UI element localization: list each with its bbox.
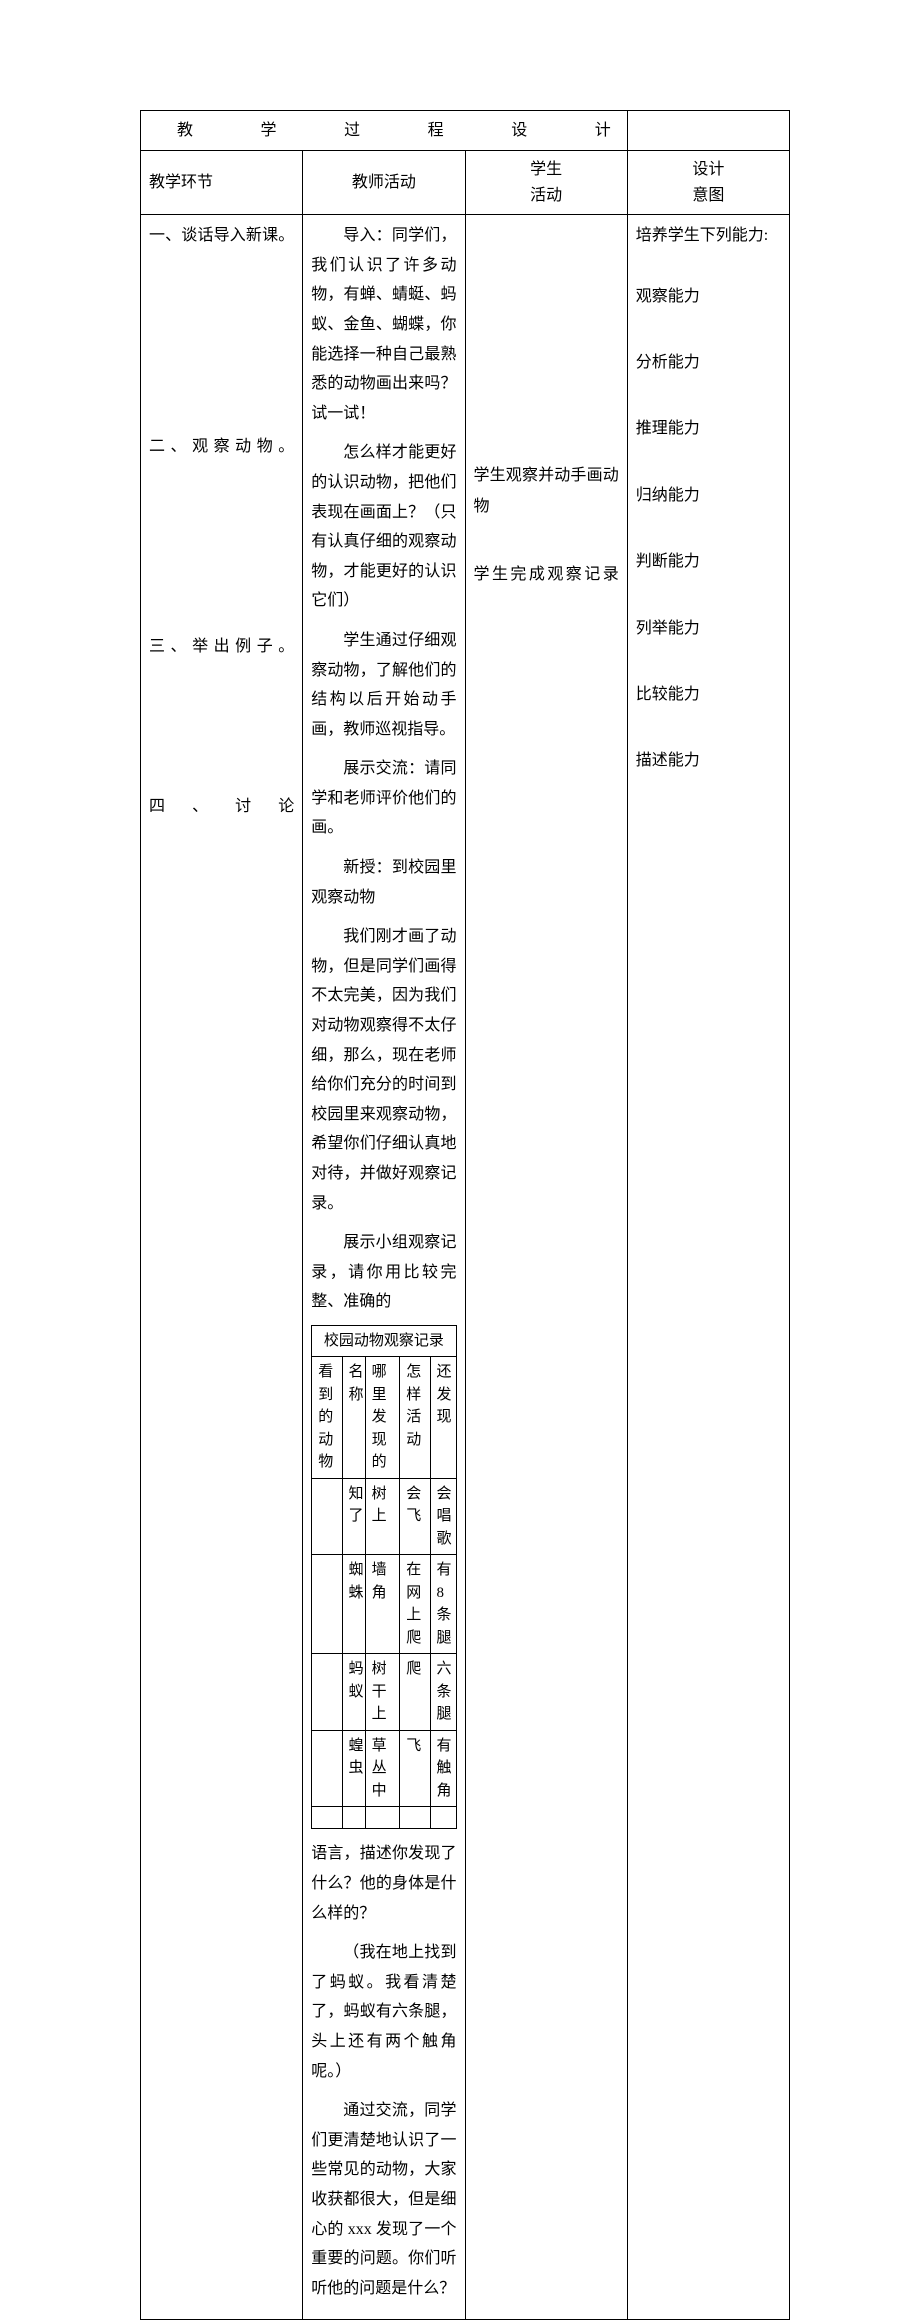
teacher-p6: 我们刚才画了动物，但是同学们画得不太完美，因为我们对动物观察得不太仔细，那么，现… (311, 922, 456, 1218)
obs-c: 墙角 (365, 1555, 400, 1654)
obs-h0: 看到的动物 (312, 1357, 342, 1479)
teacher-p3: 学生通过仔细观察动物，了解他们的结构以后开始动手画，教师巡视指导。 (311, 626, 456, 744)
title-char: 过 (344, 118, 360, 144)
obs-c (312, 1555, 342, 1654)
obs-c (312, 1478, 342, 1555)
obs-header-row: 看到的动物 名称 哪里发现的 怎样活动 还发现 (312, 1357, 456, 1479)
obs-row-3: 蝗虫 草丛中 飞 有触角 (312, 1730, 456, 1807)
obs-h3: 怎样活动 (400, 1357, 430, 1479)
obs-c: 树干上 (365, 1654, 400, 1731)
header-intent-l2: 意图 (692, 187, 724, 204)
header-row: 教学环节 教师活动 学生 活动 设计 意图 (141, 151, 790, 215)
student-cell: 学生观察并动手画动物 学生完成观察记录 (465, 215, 627, 2320)
title-spread: 教 学 过 程 设 计 (149, 118, 619, 144)
obs-c: 蝗虫 (342, 1730, 365, 1807)
obs-c (365, 1807, 400, 1829)
skill-7: 描述能力 (636, 746, 781, 776)
title-empty (627, 111, 789, 151)
teacher-p5: 新授：到校园里观察动物 (311, 853, 456, 912)
header-teacher: 教师活动 (303, 151, 465, 215)
obs-c: 树上 (365, 1478, 400, 1555)
header-intent-l1: 设计 (692, 161, 724, 178)
skill-1: 分析能力 (636, 348, 781, 378)
title-char: 教 (177, 118, 193, 144)
obs-c (430, 1807, 456, 1829)
obs-c: 草丛中 (365, 1730, 400, 1807)
obs-c: 会飞 (400, 1478, 430, 1555)
title-row: 教 学 过 程 设 计 (141, 111, 790, 151)
student-b1: 学生观察并动手画动物 (474, 461, 619, 522)
teacher-p1: 导入：同学们，我们认识了许多动物，有蝉、蜻蜓、蚂蚁、金鱼、蝴蝶，你能选择一种自己… (311, 221, 456, 428)
obs-c: 有 8 条腿 (430, 1555, 456, 1654)
obs-row-0: 知了 树上 会飞 会唱歌 (312, 1478, 456, 1555)
teacher-p10: 通过交流，同学们更清楚地认识了一些常见的动物，大家收获都很大，但是细心的 xxx… (311, 2096, 456, 2303)
obs-c: 蜘蛛 (342, 1555, 365, 1654)
header-intent: 设计 意图 (627, 151, 789, 215)
obs-c (342, 1807, 365, 1829)
title-cell: 教 学 过 程 设 计 (141, 111, 628, 151)
obs-c: 会唱歌 (430, 1478, 456, 1555)
skill-2: 推理能力 (636, 414, 781, 444)
stage-3: 三、举出例子。 (149, 632, 294, 662)
teacher-p7: 展示小组观察记录，请你用比较完整、准确的 (311, 1228, 456, 1317)
obs-h2: 哪里发现的 (365, 1357, 400, 1479)
teacher-cell: 导入：同学们，我们认识了许多动物，有蝉、蜻蜓、蚂蚁、金鱼、蝴蝶，你能选择一种自己… (303, 215, 465, 2320)
header-student: 学生 活动 (465, 151, 627, 215)
obs-title-row: 校园动物观察记录 (312, 1325, 456, 1357)
skill-3: 归纳能力 (636, 481, 781, 511)
skill-4: 判断能力 (636, 547, 781, 577)
header-stage: 教学环节 (141, 151, 303, 215)
title-char: 计 (595, 118, 611, 144)
header-student-l1: 学生 (530, 161, 562, 178)
stage-4: 四、讨论 (149, 792, 294, 822)
obs-c: 知了 (342, 1478, 365, 1555)
obs-c: 六条腿 (430, 1654, 456, 1731)
obs-title: 校园动物观察记录 (312, 1325, 456, 1357)
obs-c (312, 1807, 342, 1829)
obs-c: 在网上爬 (400, 1555, 430, 1654)
lesson-plan-table: 教 学 过 程 设 计 教学环节 教师活动 学生 活动 设计 意图 (140, 110, 790, 2320)
stage-1: 一、谈话导入新课。 (149, 221, 294, 251)
skill-5: 列举能力 (636, 614, 781, 644)
obs-h1: 名称 (342, 1357, 365, 1479)
skill-0: 观察能力 (636, 282, 781, 312)
obs-h4: 还发现 (430, 1357, 456, 1479)
stage-cell: 一、谈话导入新课。 二、观察动物。 三、举出例子。 四、讨论 (141, 215, 303, 2320)
obs-c (312, 1730, 342, 1807)
intent-cell: 培养学生下列能力: 观察能力 分析能力 推理能力 归纳能力 判断能力 列举能力 … (627, 215, 789, 2320)
teacher-p2: 怎么样才能更好的认识动物，把他们表现在画面上？（只有认真仔细的观察动物，才能更好… (311, 438, 456, 616)
stage-2: 二、观察动物。 (149, 432, 294, 462)
skill-6: 比较能力 (636, 680, 781, 710)
body-row: 一、谈话导入新课。 二、观察动物。 三、举出例子。 四、讨论 导入：同学们，我们… (141, 215, 790, 2320)
obs-c: 蚂蚁 (342, 1654, 365, 1731)
student-b2: 学生完成观察记录 (474, 560, 619, 590)
header-student-l2: 活动 (530, 187, 562, 204)
title-char: 设 (511, 118, 527, 144)
obs-row-4 (312, 1807, 456, 1829)
obs-row-1: 蜘蛛 墙角 在网上爬 有 8 条腿 (312, 1555, 456, 1654)
obs-c: 有触角 (430, 1730, 456, 1807)
obs-row-2: 蚂蚁 树干上 爬 六条腿 (312, 1654, 456, 1731)
teacher-p4: 展示交流：请同学和老师评价他们的画。 (311, 754, 456, 843)
obs-c: 爬 (400, 1654, 430, 1731)
title-char: 学 (261, 118, 277, 144)
obs-c (400, 1807, 430, 1829)
observation-table: 校园动物观察记录 看到的动物 名称 哪里发现的 怎样活动 还发现 知了 树上 会… (311, 1325, 456, 1830)
teacher-p9: （我在地上找到了蚂蚁。我看清楚了，蚂蚁有六条腿，头上还有两个触角呢。） (311, 1938, 456, 2086)
intent-lead: 培养学生下列能力: (636, 221, 781, 251)
obs-c: 飞 (400, 1730, 430, 1807)
title-char: 程 (428, 118, 444, 144)
obs-c (312, 1654, 342, 1731)
teacher-p8: 语言，描述你发现了什么？他的身体是什么样的？ (311, 1839, 456, 1928)
